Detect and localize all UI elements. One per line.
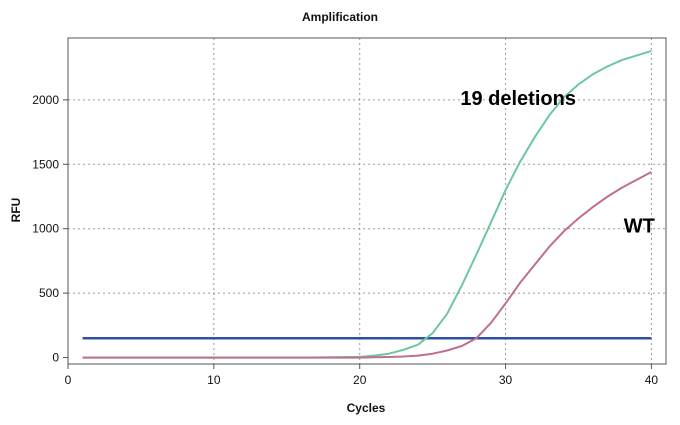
ticks: 0 10 20 30 40 0 500 1000 1500 2000 [32, 93, 658, 387]
y-tick-label: 2000 [32, 93, 59, 107]
x-axis-label: Cycles [347, 401, 386, 415]
y-axis-label: RFU [9, 198, 23, 223]
plot-area [68, 38, 666, 364]
x-tick-label: 30 [499, 373, 513, 387]
plot-frame [67, 37, 667, 365]
x-tick-label: 0 [65, 373, 72, 387]
x-tick-label: 10 [207, 373, 221, 387]
y-tick-label: 1500 [32, 157, 59, 171]
axes [67, 37, 667, 365]
annotation-wt: WT [624, 216, 655, 238]
y-tick-label: 500 [39, 286, 59, 300]
x-tick-label: 20 [353, 373, 367, 387]
x-tick-label: 40 [645, 373, 659, 387]
y-tick-label: 1000 [32, 222, 59, 236]
chart-title: Amplification [302, 10, 378, 24]
annotation-19-deletions: 19 deletions [460, 88, 576, 110]
y-tick-label: 0 [52, 351, 59, 365]
grid [68, 38, 666, 364]
series-line-1 [82, 171, 652, 359]
series-group [82, 49, 652, 359]
